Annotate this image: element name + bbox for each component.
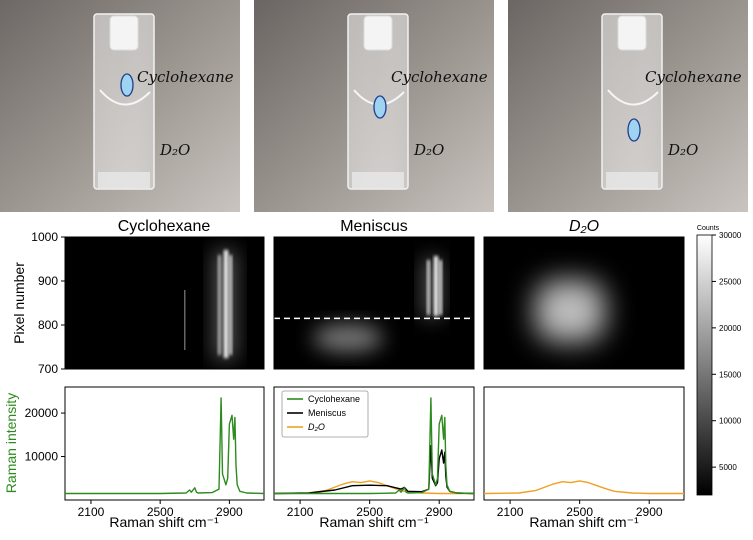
panel-title-meniscus: Meniscus: [340, 218, 408, 235]
legend-label-d2o: D₂O: [308, 422, 325, 432]
spectrum-x-tick-label: 2500: [147, 505, 174, 519]
panel-title-d2o: D₂O: [569, 218, 599, 235]
heatmap-y-tick-label: 700: [38, 362, 58, 376]
colorbar-tick-label: 20000: [719, 324, 742, 333]
spectrum-x-tick-label: 2500: [566, 505, 593, 519]
photo-label-top: Cyclohexane: [645, 68, 742, 86]
cuvette-base: [606, 172, 658, 188]
photo-label-bottom: D₂O: [667, 141, 698, 159]
spectrum-y-tick-label: 20000: [25, 406, 59, 420]
heatmap-d2o: [484, 237, 684, 369]
spectrum-y-label: Raman intensity: [3, 393, 19, 493]
legend-label-meniscus: Meniscus: [308, 408, 347, 418]
cuvette-cap: [363, 15, 393, 51]
photo-cuvette-meniscus: Cyclohexane D₂O: [254, 0, 494, 212]
laser-spot-marker: [120, 73, 134, 97]
series-line-do-panel-2: [483, 480, 684, 495]
spectrum-x-tick-label: 2900: [636, 505, 663, 519]
spectrum-x-tick-label: 2100: [78, 505, 105, 519]
photo-label-top: Cyclohexane: [137, 68, 234, 86]
legend-label-cyclohexane: Cyclohexane: [308, 394, 360, 404]
spectrum-x-tick-label: 2500: [356, 505, 383, 519]
cuvette-cap: [109, 15, 139, 51]
spectrum-x-tick-label: 2900: [426, 505, 453, 519]
heatmap-y-tick-label: 800: [38, 318, 58, 332]
spectrum-x-tick-label: 2900: [216, 505, 243, 519]
x-label-cyclohexane: Raman shift cm⁻¹: [109, 514, 219, 530]
photo-label-bottom: D₂O: [413, 141, 444, 159]
colorbar-tick-label: 30000: [719, 231, 742, 240]
heatmap-meniscus: [274, 237, 474, 369]
cuvette-cap: [617, 15, 647, 51]
spectrum-panel-cyclohexane: [64, 386, 265, 501]
x-label-meniscus: Raman shift cm⁻¹: [319, 514, 429, 530]
heatmap-y-tick-label: 900: [38, 274, 58, 288]
heatmap-y-axis: 1000 900 800 700: [31, 230, 65, 376]
x-label-d2o: Raman shift cm⁻¹: [529, 514, 639, 530]
meniscus-curve: [99, 89, 151, 106]
panel-title-cyclohexane: Cyclohexane: [118, 218, 211, 235]
photo-cuvette-cyclohexane: Cyclohexane D₂O: [0, 0, 240, 212]
spectrum-y-tick-label: 10000: [25, 450, 59, 464]
spectrum-x-tick-label: 2100: [497, 505, 524, 519]
spectrum-panel-d2o: [483, 386, 685, 501]
colorbar-tick-label: 5000: [719, 463, 737, 472]
cuvette-body: [93, 13, 155, 190]
series-line-cyclohexane-panel-0: [65, 397, 265, 495]
colorbar-ticks: 30000 25000 20000 15000 10000 5000: [712, 231, 742, 472]
colorbar-label: Counts: [697, 225, 720, 232]
spectrum-y-axis: 20000 10000: [25, 406, 65, 464]
cuvette-body: [601, 13, 663, 190]
cuvette-base: [98, 172, 150, 188]
spectrum-x-axis: 2100 2500 2900 2100 2500 2900 2100 2500 2900: [78, 500, 663, 519]
colorbar-tick-label: 25000: [719, 277, 742, 286]
meniscus-curve: [607, 89, 659, 106]
colorbar-tick-label: 15000: [719, 370, 742, 379]
heatmap-cyclohexane: [65, 237, 264, 369]
spectrum-x-tick-label: 2100: [287, 505, 314, 519]
photo-cuvette-d2o: Cyclohexane D₂O: [508, 0, 748, 212]
photo-label-bottom: D₂O: [159, 141, 190, 159]
colorbar-tick-label: 10000: [719, 417, 742, 426]
cuvette-base: [352, 172, 404, 188]
heatmap-y-tick-label: 1000: [31, 230, 58, 244]
series-line-cyclohexane-panel-1: [274, 397, 475, 495]
colorbar: [696, 234, 713, 496]
photo-label-top: Cyclohexane: [391, 68, 488, 86]
legend-box: [281, 390, 369, 438]
laser-spot-marker: [627, 118, 641, 142]
heatmap-y-label: Pixel number: [11, 262, 27, 344]
legend: Cyclohexane Meniscus D₂O: [281, 390, 369, 438]
laser-spot-marker: [373, 95, 387, 119]
